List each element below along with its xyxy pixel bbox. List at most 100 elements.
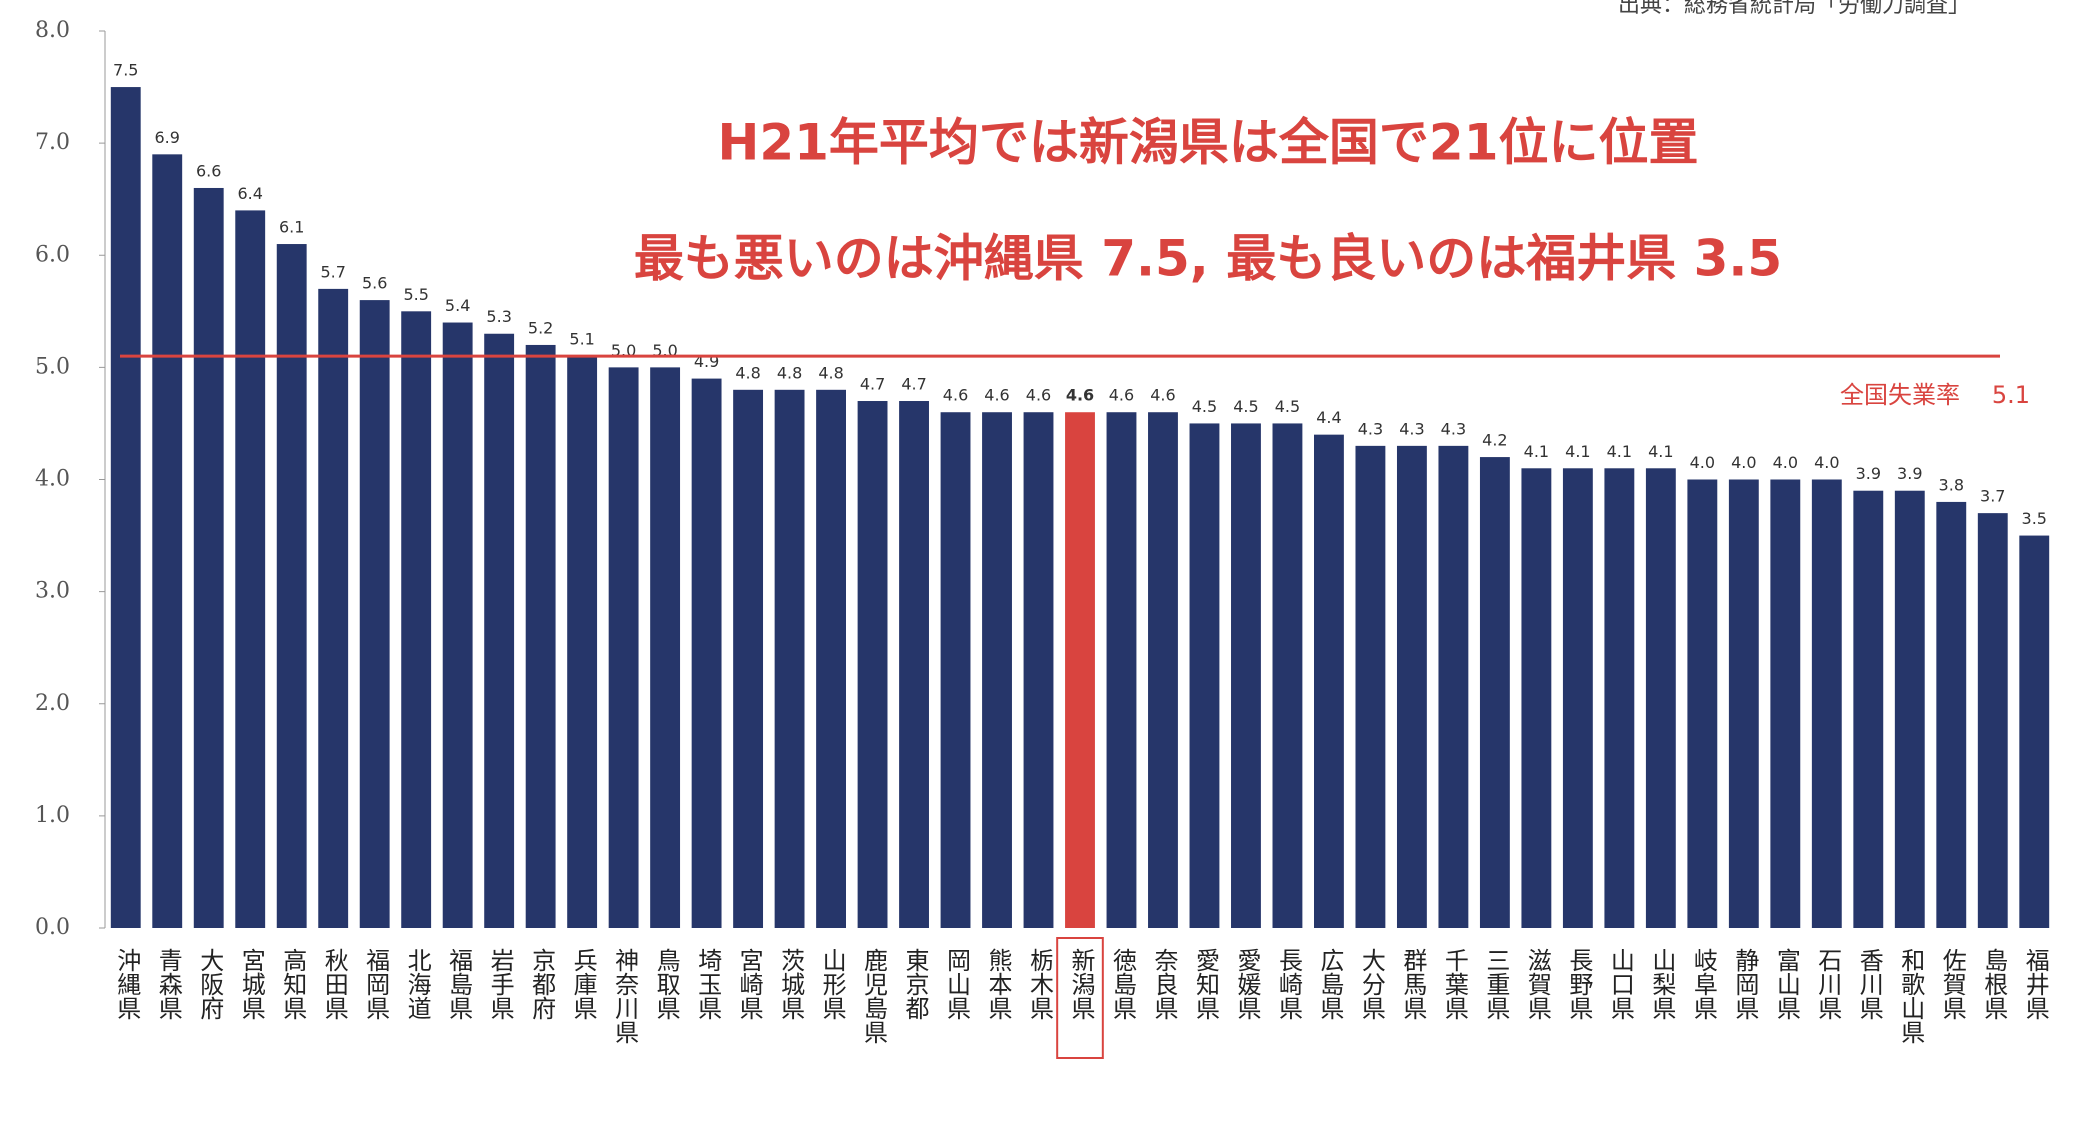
value-label: 4.0 (1731, 453, 1756, 472)
bar (567, 356, 598, 929)
bar (857, 401, 888, 928)
bar (1770, 479, 1801, 928)
bar (1023, 412, 1054, 929)
value-label: 3.9 (1897, 464, 1922, 483)
value-label: 3.9 (1856, 464, 1881, 483)
value-label: 3.8 (1939, 475, 1964, 494)
value-label: 4.3 (1399, 419, 1424, 438)
bar (110, 87, 141, 928)
y-tick-label: 5.0 (35, 354, 70, 379)
bar (1231, 423, 1261, 928)
x-tick-label: 栃木県 (1026, 948, 1054, 1020)
value-label: 4.3 (1358, 419, 1383, 438)
x-tick-label: 和歌山県 (1897, 948, 1925, 1044)
x-tick-label: 福井県 (2021, 948, 2049, 1020)
x-tick-label: 宮城県 (237, 948, 265, 1020)
bar (733, 389, 764, 928)
value-label: 6.6 (196, 161, 221, 180)
value-label: 5.1 (569, 330, 594, 349)
x-tick-label: 徳島県 (1108, 948, 1136, 1020)
x-tick-label: 佐賀県 (1938, 948, 1966, 1020)
x-tick-label: 大阪府 (196, 948, 224, 1020)
value-label: 7.5 (113, 61, 138, 80)
x-tick-label: 岡山県 (943, 948, 971, 1020)
bar (1065, 412, 1095, 929)
value-label: 3.7 (1980, 487, 2005, 506)
bar (1272, 423, 1303, 928)
bar (1355, 445, 1386, 928)
x-tick-label: 山形県 (818, 948, 846, 1020)
bar (774, 389, 805, 928)
value-label: 4.6 (1066, 386, 1094, 405)
bar (1521, 468, 1552, 928)
x-tick-label: 静岡県 (1731, 948, 1759, 1020)
value-label: 4.6 (1150, 386, 1175, 405)
x-tick-label: 東京都 (901, 948, 929, 1020)
x-tick-label: 埼玉県 (694, 948, 722, 1020)
bar (899, 401, 929, 928)
x-tick-label: 高知県 (279, 948, 307, 1020)
value-label: 4.1 (1524, 442, 1549, 461)
x-tick-label: 福島県 (445, 948, 473, 1020)
value-label: 4.8 (818, 363, 843, 382)
value-label: 4.4 (1316, 408, 1341, 427)
value-label: 5.7 (320, 262, 345, 281)
value-label: 4.5 (1275, 397, 1300, 416)
bar (1853, 490, 1884, 928)
value-label: 5.5 (403, 285, 428, 304)
x-tick-label: 香川県 (1855, 948, 1883, 1020)
value-label: 4.6 (1109, 386, 1134, 405)
x-tick-label: 千葉県 (1440, 948, 1468, 1020)
value-label: 6.1 (279, 218, 304, 237)
x-tick-label: 青森県 (154, 948, 182, 1020)
chart-subtitle: 最も悪いのは沖縄県 7.5, 最も良いのは福井県 3.5 (634, 230, 1782, 288)
value-label: 4.8 (735, 363, 760, 382)
bar (1314, 434, 1344, 928)
value-label: 4.5 (1192, 397, 1217, 416)
value-label: 4.2 (1482, 431, 1507, 450)
value-label: 4.1 (1607, 442, 1632, 461)
bar (1811, 479, 1842, 928)
x-tick-label: 北海道 (403, 948, 431, 1020)
bar (1438, 445, 1469, 928)
x-tick-label: 神奈川県 (611, 948, 639, 1044)
value-label: 5.4 (445, 296, 470, 315)
value-label: 4.0 (1690, 453, 1715, 472)
value-label: 4.0 (1773, 453, 1798, 472)
x-tick-label: 富山県 (1772, 948, 1800, 1020)
bar (152, 154, 183, 928)
x-tick-label: 広島県 (1316, 948, 1344, 1020)
x-tick-label: 長野県 (1565, 948, 1593, 1020)
x-tick-label: 新潟県 (1067, 948, 1095, 1020)
x-tick-label: 三重県 (1482, 948, 1510, 1020)
value-label: 4.8 (777, 363, 802, 382)
value-label: 4.6 (1026, 386, 1051, 405)
x-tick-label: 茨城県 (777, 948, 805, 1020)
x-tick-label: 滋賀県 (1523, 948, 1551, 1020)
x-tick-label: 島根県 (1980, 948, 2008, 1020)
bar (525, 344, 556, 928)
y-tick-label: 8.0 (35, 18, 70, 43)
highlight-box (1056, 937, 1104, 1059)
x-tick-label: 鳥取県 (652, 948, 680, 1020)
bar (816, 389, 846, 928)
value-label: 5.6 (362, 274, 387, 293)
x-tick-label: 岩手県 (486, 948, 514, 1020)
x-tick-label: 福岡県 (362, 948, 390, 1020)
chart-title: H21年平均では新潟県は全国で21位に位置 (717, 114, 1698, 172)
bar (1106, 412, 1137, 929)
y-tick-label: 3.0 (35, 579, 70, 604)
bar (650, 367, 681, 928)
value-label: 4.7 (901, 375, 926, 394)
x-tick-label: 沖縄県 (113, 948, 141, 1020)
x-tick-label: 山口県 (1606, 948, 1634, 1020)
value-label: 4.6 (984, 386, 1009, 405)
value-label: 4.0 (1814, 453, 1839, 472)
value-label: 4.1 (1648, 442, 1673, 461)
bar (1687, 479, 1718, 928)
bar (235, 210, 266, 928)
x-tick-label: 大分県 (1357, 948, 1385, 1020)
bar (318, 288, 349, 928)
value-label: 5.2 (528, 318, 553, 337)
